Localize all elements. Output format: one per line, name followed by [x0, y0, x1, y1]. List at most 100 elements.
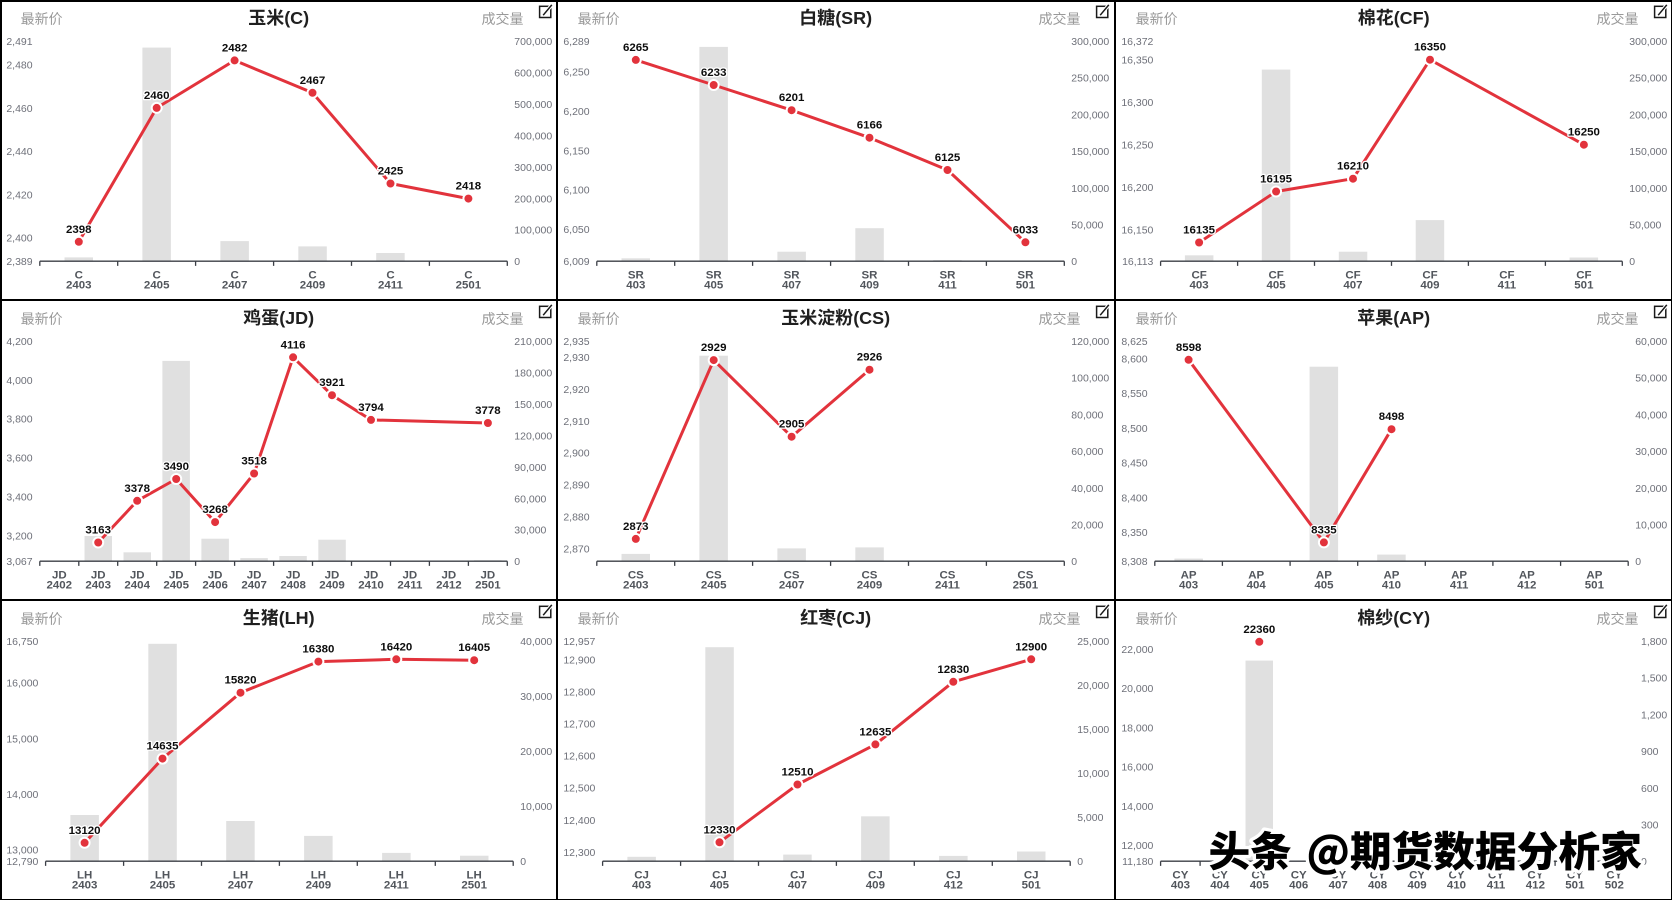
svg-text:JD: JD	[169, 569, 184, 581]
svg-text:2,930: 2,930	[564, 353, 590, 364]
svg-text:3268: 3268	[202, 504, 228, 516]
svg-text:LH: LH	[467, 869, 482, 881]
svg-text:30,000: 30,000	[514, 526, 546, 537]
svg-text:LH: LH	[77, 869, 92, 881]
svg-text:1,500: 1,500	[1641, 674, 1667, 685]
svg-text:6,050: 6,050	[564, 225, 590, 236]
svg-text:404: 404	[1210, 880, 1230, 892]
svg-text:6,250: 6,250	[564, 68, 590, 79]
svg-text:405: 405	[1314, 580, 1334, 592]
svg-text:405: 405	[1249, 880, 1269, 892]
svg-text:2403: 2403	[85, 580, 111, 592]
svg-text:411: 411	[1450, 580, 1469, 592]
svg-text:AP: AP	[1519, 569, 1535, 581]
svg-text:1,800: 1,800	[1641, 637, 1667, 648]
svg-text:3794: 3794	[358, 402, 384, 414]
svg-text:501: 501	[1584, 580, 1604, 592]
svg-text:2,880: 2,880	[564, 512, 590, 523]
svg-text:250,000: 250,000	[1629, 74, 1667, 85]
svg-text:1,200: 1,200	[1641, 710, 1667, 721]
svg-text:12,000: 12,000	[1121, 841, 1153, 852]
svg-text:120,000: 120,000	[1072, 337, 1110, 348]
svg-text:90,000: 90,000	[514, 463, 546, 474]
svg-text:12,700: 12,700	[564, 720, 596, 731]
svg-text:2403: 2403	[72, 880, 98, 892]
svg-text:2407: 2407	[222, 280, 248, 292]
svg-text:3,400: 3,400	[6, 492, 32, 503]
svg-text:CJ: CJ	[635, 869, 650, 881]
svg-text:16,300: 16,300	[1121, 98, 1153, 109]
svg-text:2408: 2408	[280, 580, 306, 592]
svg-text:12330: 12330	[704, 824, 736, 836]
svg-text:2,890: 2,890	[564, 481, 590, 492]
svg-text:SR: SR	[1018, 269, 1035, 281]
svg-text:407: 407	[1328, 880, 1347, 892]
svg-text:0: 0	[514, 557, 520, 568]
svg-text:120,000: 120,000	[514, 431, 552, 442]
svg-text:2501: 2501	[475, 580, 501, 592]
svg-text:12,900: 12,900	[564, 655, 596, 666]
svg-text:0: 0	[520, 857, 526, 868]
svg-text:409: 409	[1420, 280, 1439, 292]
svg-text:403: 403	[627, 280, 646, 292]
svg-text:2407: 2407	[228, 880, 254, 892]
svg-text:30,000: 30,000	[1635, 447, 1667, 458]
svg-text:11,180: 11,180	[1122, 857, 1153, 868]
svg-text:14,000: 14,000	[1121, 802, 1153, 813]
svg-text:0: 0	[1635, 557, 1641, 568]
svg-text:20,000: 20,000	[1072, 520, 1104, 531]
svg-text:500,000: 500,000	[514, 100, 552, 111]
svg-text:502: 502	[1604, 880, 1623, 892]
svg-text:JD: JD	[247, 569, 262, 581]
svg-text:405: 405	[1266, 280, 1286, 292]
svg-text:8,350: 8,350	[1121, 528, 1147, 539]
svg-text:CF: CF	[1499, 269, 1514, 281]
svg-text:0: 0	[1072, 257, 1078, 268]
svg-text:C: C	[75, 269, 83, 281]
svg-text:25,000: 25,000	[1077, 637, 1109, 648]
svg-text:407: 407	[1343, 280, 1362, 292]
svg-text:JD: JD	[481, 569, 496, 581]
svg-text:300,000: 300,000	[1629, 37, 1667, 48]
svg-text:2407: 2407	[779, 580, 805, 592]
svg-text:2398: 2398	[66, 224, 92, 236]
svg-text:LH: LH	[233, 869, 248, 881]
svg-text:CY: CY	[1409, 869, 1425, 881]
svg-text:4116: 4116	[281, 339, 306, 351]
svg-text:8,308: 8,308	[1121, 557, 1147, 568]
svg-text:CJ: CJ	[1024, 869, 1039, 881]
svg-text:CS: CS	[706, 569, 722, 581]
svg-text:501: 501	[1016, 280, 1036, 292]
svg-text:600,000: 600,000	[514, 69, 552, 80]
svg-text:6,100: 6,100	[564, 186, 590, 197]
svg-text:2,920: 2,920	[564, 385, 590, 396]
svg-text:2,870: 2,870	[564, 544, 590, 555]
svg-text:900: 900	[1641, 747, 1659, 758]
svg-text:40,000: 40,000	[1072, 484, 1104, 495]
svg-text:16380: 16380	[302, 644, 334, 656]
svg-text:JD: JD	[130, 569, 145, 581]
svg-text:501: 501	[1565, 880, 1585, 892]
svg-text:250,000: 250,000	[1072, 74, 1110, 85]
svg-text:50,000: 50,000	[1072, 220, 1104, 231]
svg-text:AP: AP	[1586, 569, 1602, 581]
svg-text:6166: 6166	[857, 120, 883, 132]
svg-text:12635: 12635	[860, 726, 893, 738]
svg-text:CJ: CJ	[712, 869, 727, 881]
svg-text:150,000: 150,000	[514, 400, 552, 411]
svg-text:300,000: 300,000	[1072, 37, 1110, 48]
svg-text:3163: 3163	[85, 524, 111, 536]
svg-text:15,000: 15,000	[6, 734, 38, 745]
svg-text:2926: 2926	[857, 352, 883, 364]
svg-text:CS: CS	[1018, 569, 1034, 581]
svg-text:16135: 16135	[1183, 224, 1216, 236]
svg-text:200,000: 200,000	[514, 194, 552, 205]
svg-text:16,750: 16,750	[6, 637, 38, 648]
svg-text:12,400: 12,400	[564, 816, 596, 827]
svg-text:LH: LH	[311, 869, 326, 881]
svg-text:16,150: 16,150	[1121, 226, 1153, 237]
svg-text:403: 403	[1179, 580, 1198, 592]
svg-text:2,460: 2,460	[6, 104, 32, 115]
svg-text:3,067: 3,067	[6, 557, 32, 568]
svg-text:16,372: 16,372	[1121, 37, 1153, 48]
